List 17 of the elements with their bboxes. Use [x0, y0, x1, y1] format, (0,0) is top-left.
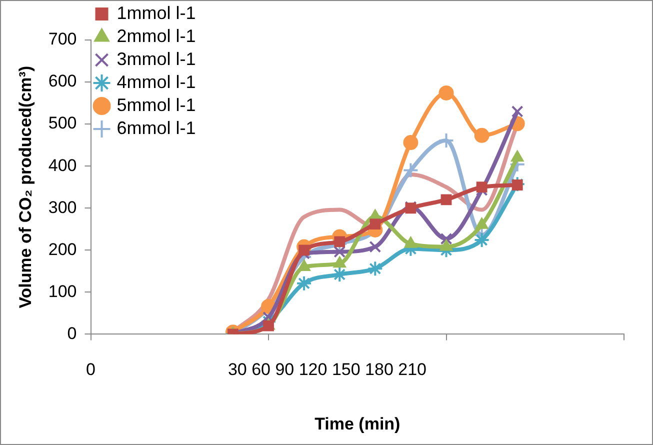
- legend-label: 2mmol l-1: [116, 26, 196, 46]
- y-tick-label: 200: [48, 240, 77, 259]
- y-tick-label: 100: [48, 282, 77, 301]
- legend-label: 4mmol l-1: [116, 72, 196, 92]
- legend-label: 1mmol l-1: [116, 2, 196, 23]
- legend-label: 3mmol l-1: [116, 48, 196, 69]
- y-tick-label: 500: [48, 114, 77, 133]
- text: 30 60 90 120 150 180 210: [228, 360, 426, 379]
- legend-label: 6mmol l-1: [116, 118, 196, 138]
- y-tick-label: 0: [67, 324, 77, 343]
- x-axis-title: Time (min): [314, 414, 400, 434]
- y-tick-label: 600: [48, 72, 77, 91]
- y-axis-title: Volume of CO₂ produced(cm³): [16, 66, 35, 308]
- y-tick-label: 400: [48, 156, 77, 175]
- legend-label: 5mmol l-1: [116, 94, 196, 115]
- y-tick-label: 700: [48, 30, 77, 49]
- y-tick-label: 300: [48, 198, 77, 217]
